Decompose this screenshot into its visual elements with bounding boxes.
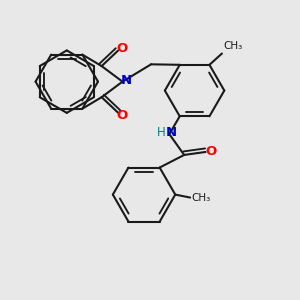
Text: N: N — [166, 126, 177, 139]
Text: CH₃: CH₃ — [224, 40, 243, 50]
Text: CH₃: CH₃ — [192, 193, 211, 202]
Text: O: O — [116, 109, 127, 122]
Text: N: N — [121, 74, 132, 87]
Text: H: H — [157, 126, 165, 139]
Text: O: O — [116, 42, 127, 55]
Text: O: O — [205, 146, 217, 158]
